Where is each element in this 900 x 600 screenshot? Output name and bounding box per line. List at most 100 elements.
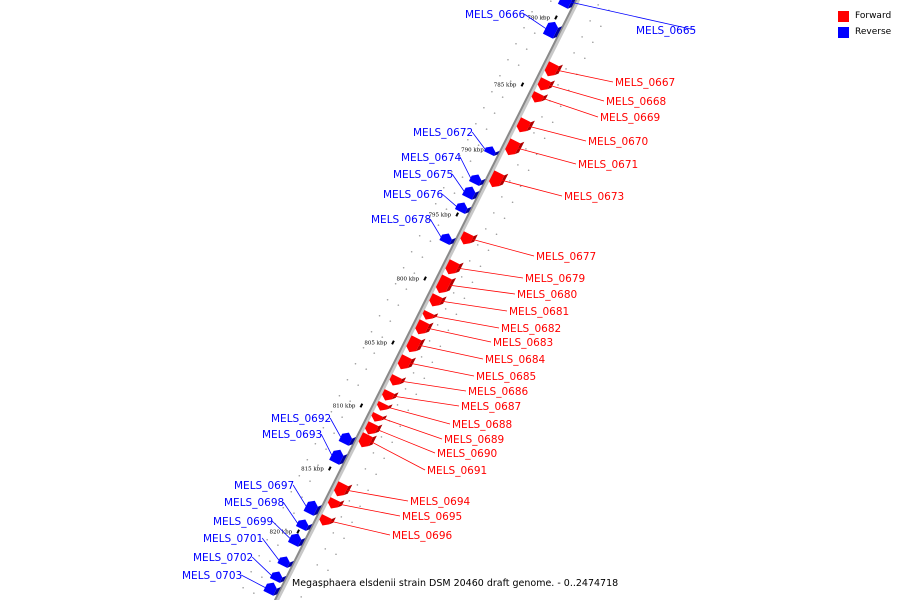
gene-feature[interactable] — [445, 259, 464, 275]
gene-feature-side — [343, 484, 353, 496]
gene-feature[interactable] — [462, 186, 480, 200]
gene-feature[interactable] — [365, 421, 383, 435]
gene-label[interactable]: MELS_0665 — [636, 25, 696, 37]
gene-feature-body — [489, 170, 505, 188]
gene-feature[interactable] — [295, 519, 313, 531]
track-dot — [330, 410, 333, 413]
gene-feature-body — [303, 500, 318, 516]
gene-label[interactable]: MELS_0674 — [401, 152, 461, 164]
gene-label[interactable]: MELS_0669 — [600, 112, 660, 124]
gene-label[interactable]: MELS_0680 — [517, 289, 577, 301]
gene-label[interactable]: MELS_0678 — [371, 214, 431, 226]
track-dot — [413, 272, 416, 274]
backbone-shadow — [274, 0, 581, 600]
gene-feature[interactable] — [406, 335, 426, 353]
gene-feature[interactable] — [376, 400, 393, 411]
gene-feature[interactable] — [483, 146, 500, 157]
gene-label[interactable]: MELS_0693 — [262, 429, 322, 441]
track-dot — [365, 368, 368, 370]
gene-feature[interactable] — [263, 582, 281, 596]
gene-feature[interactable] — [397, 354, 417, 370]
gene-feature-body — [445, 259, 460, 275]
gene-feature[interactable] — [537, 77, 556, 91]
gene-label[interactable]: MELS_0673 — [564, 191, 624, 203]
gene-label[interactable]: MELS_0681 — [509, 306, 569, 318]
gene-label[interactable]: MELS_0699 — [213, 516, 273, 528]
gene-leader-line — [439, 300, 508, 312]
gene-feature[interactable] — [454, 202, 472, 214]
gene-label[interactable]: MELS_0702 — [193, 552, 253, 564]
gene-label[interactable]: MELS_0677 — [536, 251, 596, 263]
track-dot — [319, 585, 321, 588]
gene-label[interactable]: MELS_0690 — [437, 448, 497, 460]
gene-feature[interactable] — [277, 556, 294, 568]
gene-feature[interactable] — [505, 138, 525, 156]
gene-features — [263, 0, 576, 596]
gene-feature[interactable] — [319, 514, 336, 526]
gene-feature[interactable] — [415, 319, 434, 335]
gene-feature-body — [406, 335, 422, 353]
track-dot — [483, 106, 485, 109]
gene-feature[interactable] — [269, 571, 287, 583]
gene-label[interactable]: MELS_0685 — [476, 371, 536, 383]
track-dot — [479, 265, 482, 268]
gene-label[interactable]: MELS_0684 — [485, 354, 545, 366]
gene-feature[interactable] — [382, 389, 399, 401]
gene-feature[interactable] — [327, 497, 345, 509]
gene-feature[interactable] — [303, 500, 322, 516]
track-dot — [439, 345, 442, 348]
gene-feature[interactable] — [439, 233, 456, 245]
gene-leader-line — [292, 484, 307, 508]
gene-label[interactable]: MELS_0694 — [410, 496, 470, 508]
gene-label[interactable]: MELS_0686 — [468, 386, 528, 398]
gene-feature[interactable] — [422, 309, 439, 320]
gene-feature[interactable] — [371, 411, 388, 422]
gene-feature[interactable] — [435, 274, 457, 294]
gene-label[interactable]: MELS_0683 — [493, 337, 553, 349]
gene-label[interactable]: MELS_0691 — [427, 465, 487, 477]
gene-label[interactable]: MELS_0692 — [271, 413, 331, 425]
gene-label[interactable]: MELS_0682 — [501, 323, 561, 335]
gene-label[interactable]: MELS_0667 — [615, 77, 675, 89]
gene-label[interactable]: MELS_0688 — [452, 419, 512, 431]
gene-feature[interactable] — [557, 0, 576, 9]
gene-label[interactable]: MELS_0701 — [203, 533, 263, 545]
gene-feature[interactable] — [544, 61, 563, 77]
gene-feature[interactable] — [542, 21, 563, 39]
gene-label[interactable]: MELS_0668 — [606, 96, 666, 108]
gene-label[interactable]: MELS_0666 — [465, 9, 525, 21]
gene-label[interactable]: MELS_0672 — [413, 127, 473, 139]
gene-feature[interactable] — [333, 481, 353, 497]
gene-feature[interactable] — [389, 374, 407, 386]
gene-label[interactable]: MELS_0675 — [393, 169, 453, 181]
gene-feature[interactable] — [329, 449, 348, 465]
gene-feature[interactable] — [358, 432, 377, 448]
gene-feature[interactable] — [468, 174, 486, 186]
gene-label[interactable]: MELS_0697 — [234, 480, 294, 492]
gene-feature[interactable] — [429, 293, 447, 307]
gene-leader-line — [523, 13, 547, 30]
axis-tick-label: 785 kbp — [494, 83, 517, 89]
gene-label[interactable]: MELS_0696 — [392, 530, 452, 542]
gene-label[interactable]: MELS_0679 — [525, 273, 585, 285]
gene-feature-side — [416, 338, 426, 352]
gene-leader-line — [429, 218, 442, 239]
gene-leader-line — [240, 574, 267, 589]
gene-feature[interactable] — [460, 231, 478, 245]
gene-feature[interactable] — [489, 170, 509, 188]
gene-label[interactable]: MELS_0695 — [402, 511, 462, 523]
gene-label[interactable]: MELS_0670 — [588, 136, 648, 148]
gene-label[interactable]: MELS_0671 — [578, 159, 638, 171]
gene-feature[interactable] — [338, 432, 357, 446]
gene-feature[interactable] — [531, 91, 549, 103]
track-dot — [359, 505, 361, 508]
gene-feature[interactable] — [287, 533, 306, 547]
gene-feature[interactable] — [516, 117, 535, 133]
gene-label[interactable]: MELS_0687 — [461, 401, 521, 413]
track-dot — [258, 554, 260, 557]
gene-label[interactable]: MELS_0703 — [182, 570, 242, 582]
track-dot — [269, 560, 271, 562]
gene-label[interactable]: MELS_0689 — [444, 434, 504, 446]
gene-label[interactable]: MELS_0698 — [224, 497, 284, 509]
gene-label[interactable]: MELS_0676 — [383, 189, 443, 201]
